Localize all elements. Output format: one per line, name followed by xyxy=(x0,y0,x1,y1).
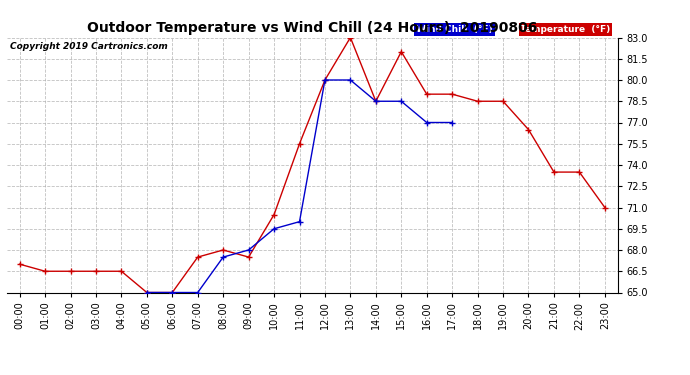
Title: Outdoor Temperature vs Wind Chill (24 Hours)  20190806: Outdoor Temperature vs Wind Chill (24 Ho… xyxy=(87,21,538,35)
Text: Wind Chill  (°F): Wind Chill (°F) xyxy=(416,25,493,34)
Text: Temperature  (°F): Temperature (°F) xyxy=(520,25,611,34)
Text: Copyright 2019 Cartronics.com: Copyright 2019 Cartronics.com xyxy=(10,42,168,51)
